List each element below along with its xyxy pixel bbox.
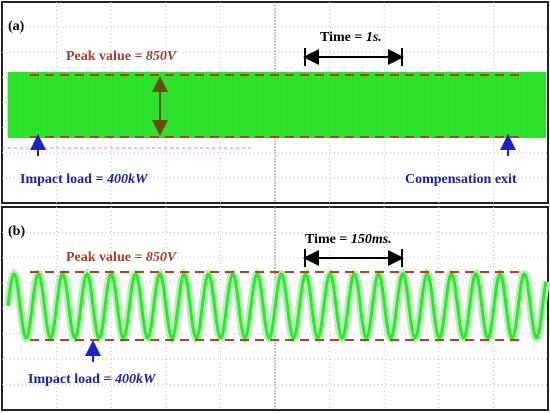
time-label-part: 150ms.	[351, 232, 392, 247]
panel-a: (a) Peak value = 850V Time = 1s. Impact loa…	[1, 1, 549, 204]
peak-label-part: Peak value =	[66, 250, 146, 265]
impact-label-part: Impact load =	[20, 172, 107, 187]
panel-b: (b) Peak value = 850V Time = 150ms. Impact …	[1, 206, 550, 411]
waveform	[6, 271, 548, 341]
time-label: Time = 1s.	[320, 30, 382, 45]
peak-label-part: 850V	[146, 49, 178, 64]
impact-label: Impact load = 400kW	[20, 172, 149, 187]
impact-label-part: 400kW	[106, 172, 149, 187]
time-label-part: 1s.	[366, 30, 382, 45]
panel-label: (a)	[8, 19, 25, 34]
peak-label-part: Peak value =	[66, 49, 146, 64]
panel-label: (b)	[8, 224, 25, 239]
time-label-part: Time =	[320, 30, 366, 45]
exit-label: Compensation exit	[405, 172, 517, 187]
time-label: Time = 150ms.	[305, 232, 392, 247]
peak-label: Peak value = 850V	[66, 49, 178, 64]
time-label-part: Time =	[305, 232, 351, 247]
impact-label-part: Impact load =	[28, 372, 115, 387]
waveform-band	[8, 72, 546, 138]
impact-label-part: 400kW	[114, 372, 157, 387]
peak-label: Peak value = 850V	[66, 250, 178, 265]
impact-label: Impact load = 400kW	[28, 372, 157, 387]
peak-label-part: 850V	[146, 250, 178, 265]
